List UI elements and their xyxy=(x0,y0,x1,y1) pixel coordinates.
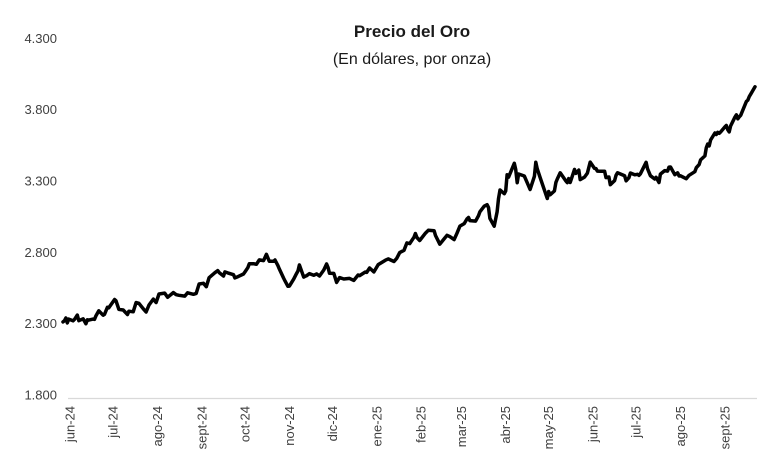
y-tick-label: 1.800 xyxy=(24,388,57,403)
x-tick-label: jun-25 xyxy=(586,406,601,443)
chart-title: Precio del Oro xyxy=(354,22,470,41)
y-tick-label: 4.300 xyxy=(24,31,57,46)
x-tick-label: jul-25 xyxy=(629,406,644,439)
x-tick-label: dic-24 xyxy=(325,406,340,441)
y-tick-label: 3.800 xyxy=(24,102,57,117)
x-tick-label: ene-25 xyxy=(369,406,384,446)
x-tick-label: jul-24 xyxy=(106,406,121,439)
x-tick-label: sept-25 xyxy=(717,406,732,449)
x-axis-labels: jun-24 jul-24 ago-24 sept-24 oct-24 nov-24 dic… xyxy=(63,406,733,449)
x-tick-label: ago-25 xyxy=(673,406,688,446)
y-tick-label: 2.800 xyxy=(24,245,57,260)
x-tick-label: oct-24 xyxy=(238,406,253,442)
x-tick-label: sept-24 xyxy=(195,406,210,449)
x-tick-label: ago-24 xyxy=(150,406,165,446)
x-tick-label: abr-25 xyxy=(498,406,513,444)
x-tick-label: may-25 xyxy=(541,406,556,449)
x-tick-label: nov-24 xyxy=(282,406,297,446)
y-tick-label: 2.300 xyxy=(24,316,57,331)
x-tick-label: feb-25 xyxy=(414,406,429,443)
gold-price-line xyxy=(61,85,757,326)
y-axis-labels: 1.800 2.300 2.800 3.300 3.800 4.300 xyxy=(24,31,57,403)
x-tick-label: mar-25 xyxy=(454,406,469,447)
y-tick-label: 3.300 xyxy=(24,174,57,189)
x-tick-label: jun-24 xyxy=(63,406,78,443)
chart-subtitle: (En dólares, por onza) xyxy=(333,51,491,68)
